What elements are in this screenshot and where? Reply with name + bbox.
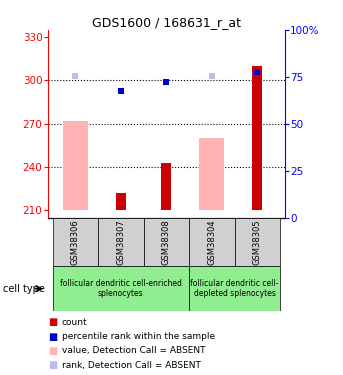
Bar: [52, 266, 189, 311]
Bar: [235, 217, 280, 266]
Text: cell type: cell type: [3, 284, 45, 294]
Text: percentile rank within the sample: percentile rank within the sample: [62, 332, 215, 341]
Text: rank, Detection Call = ABSENT: rank, Detection Call = ABSENT: [62, 361, 201, 370]
Text: ■: ■: [48, 346, 57, 356]
Bar: [98, 217, 144, 266]
Bar: [189, 266, 280, 311]
Bar: [52, 217, 98, 266]
Text: follicular dendritic cell-
depleted splenocytes: follicular dendritic cell- depleted sple…: [190, 279, 279, 298]
Bar: [63, 121, 88, 210]
Title: GDS1600 / 168631_r_at: GDS1600 / 168631_r_at: [92, 16, 241, 29]
Text: ■: ■: [48, 360, 57, 370]
Bar: [199, 138, 224, 210]
Bar: [189, 217, 235, 266]
Bar: [144, 217, 189, 266]
Text: GSM38308: GSM38308: [162, 219, 171, 265]
Text: GSM38306: GSM38306: [71, 219, 80, 265]
Text: ■: ■: [48, 332, 57, 342]
Text: value, Detection Call = ABSENT: value, Detection Call = ABSENT: [62, 346, 205, 355]
Bar: [161, 163, 172, 210]
Bar: [252, 66, 262, 210]
Text: GSM38307: GSM38307: [116, 219, 125, 265]
Text: count: count: [62, 318, 87, 327]
Text: ■: ■: [48, 318, 57, 327]
Text: follicular dendritic cell-enriched
splenocytes: follicular dendritic cell-enriched splen…: [60, 279, 182, 298]
Bar: [116, 193, 126, 210]
Text: GSM38304: GSM38304: [208, 219, 216, 265]
Text: GSM38305: GSM38305: [253, 219, 262, 265]
